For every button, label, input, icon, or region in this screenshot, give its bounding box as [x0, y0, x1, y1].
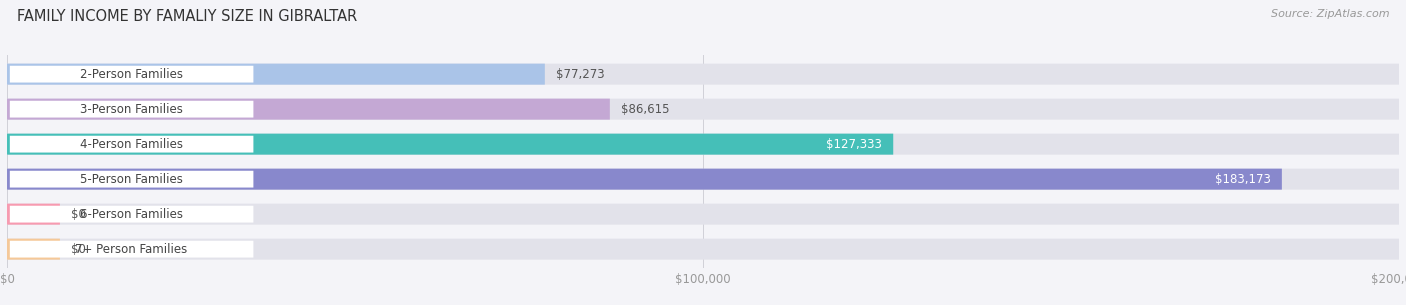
Text: $77,273: $77,273	[555, 68, 605, 81]
FancyBboxPatch shape	[7, 99, 610, 120]
FancyBboxPatch shape	[10, 241, 253, 257]
Text: Source: ZipAtlas.com: Source: ZipAtlas.com	[1271, 9, 1389, 19]
Text: 6-Person Families: 6-Person Families	[80, 208, 183, 221]
FancyBboxPatch shape	[7, 64, 546, 85]
FancyBboxPatch shape	[10, 206, 253, 223]
Text: $0: $0	[72, 243, 86, 256]
Text: 2-Person Families: 2-Person Families	[80, 68, 183, 81]
FancyBboxPatch shape	[7, 134, 893, 155]
Text: 3-Person Families: 3-Person Families	[80, 103, 183, 116]
FancyBboxPatch shape	[7, 204, 60, 225]
Text: $0: $0	[72, 208, 86, 221]
FancyBboxPatch shape	[7, 169, 1282, 190]
FancyBboxPatch shape	[10, 66, 253, 83]
Text: 7+ Person Families: 7+ Person Families	[76, 243, 188, 256]
Text: $183,173: $183,173	[1215, 173, 1271, 186]
FancyBboxPatch shape	[7, 204, 1399, 225]
FancyBboxPatch shape	[7, 134, 1399, 155]
FancyBboxPatch shape	[7, 64, 1399, 85]
FancyBboxPatch shape	[7, 239, 60, 260]
Text: $127,333: $127,333	[827, 138, 882, 151]
FancyBboxPatch shape	[10, 101, 253, 117]
FancyBboxPatch shape	[10, 171, 253, 188]
FancyBboxPatch shape	[10, 136, 253, 152]
FancyBboxPatch shape	[7, 169, 1399, 190]
FancyBboxPatch shape	[7, 239, 1399, 260]
Text: 4-Person Families: 4-Person Families	[80, 138, 183, 151]
Text: 5-Person Families: 5-Person Families	[80, 173, 183, 186]
Text: FAMILY INCOME BY FAMALIY SIZE IN GIBRALTAR: FAMILY INCOME BY FAMALIY SIZE IN GIBRALT…	[17, 9, 357, 24]
FancyBboxPatch shape	[7, 99, 1399, 120]
Text: $86,615: $86,615	[621, 103, 669, 116]
